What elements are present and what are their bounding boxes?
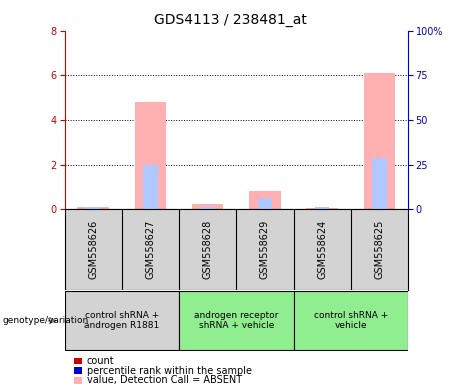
Bar <box>249 192 281 209</box>
Text: GSM558627: GSM558627 <box>145 220 155 279</box>
Text: control shRNA +
vehicle: control shRNA + vehicle <box>313 311 388 330</box>
Text: androgen receptor
shRNA + vehicle: androgen receptor shRNA + vehicle <box>194 311 278 330</box>
FancyBboxPatch shape <box>65 291 179 350</box>
Text: GDS4113 / 238481_at: GDS4113 / 238481_at <box>154 13 307 27</box>
Text: GSM558625: GSM558625 <box>374 220 384 279</box>
Bar <box>315 207 329 209</box>
Text: value, Detection Call = ABSENT: value, Detection Call = ABSENT <box>87 375 242 384</box>
Bar <box>258 198 272 209</box>
Text: GSM558626: GSM558626 <box>88 220 98 279</box>
Text: percentile rank within the sample: percentile rank within the sample <box>87 366 252 376</box>
FancyBboxPatch shape <box>179 291 294 350</box>
Text: genotype/variation: genotype/variation <box>2 316 89 325</box>
Text: GSM558628: GSM558628 <box>203 220 213 279</box>
Text: GSM558624: GSM558624 <box>317 220 327 279</box>
Text: count: count <box>87 356 114 366</box>
Bar <box>86 207 100 209</box>
Bar <box>77 207 109 209</box>
Text: GSM558629: GSM558629 <box>260 220 270 279</box>
Bar <box>201 207 215 209</box>
Bar <box>372 158 386 209</box>
Text: control shRNA +
androgen R1881: control shRNA + androgen R1881 <box>84 311 160 330</box>
FancyBboxPatch shape <box>294 291 408 350</box>
Bar <box>135 102 166 209</box>
Bar <box>143 165 158 209</box>
Bar <box>192 204 224 209</box>
Bar <box>307 208 338 209</box>
Bar <box>364 73 395 209</box>
